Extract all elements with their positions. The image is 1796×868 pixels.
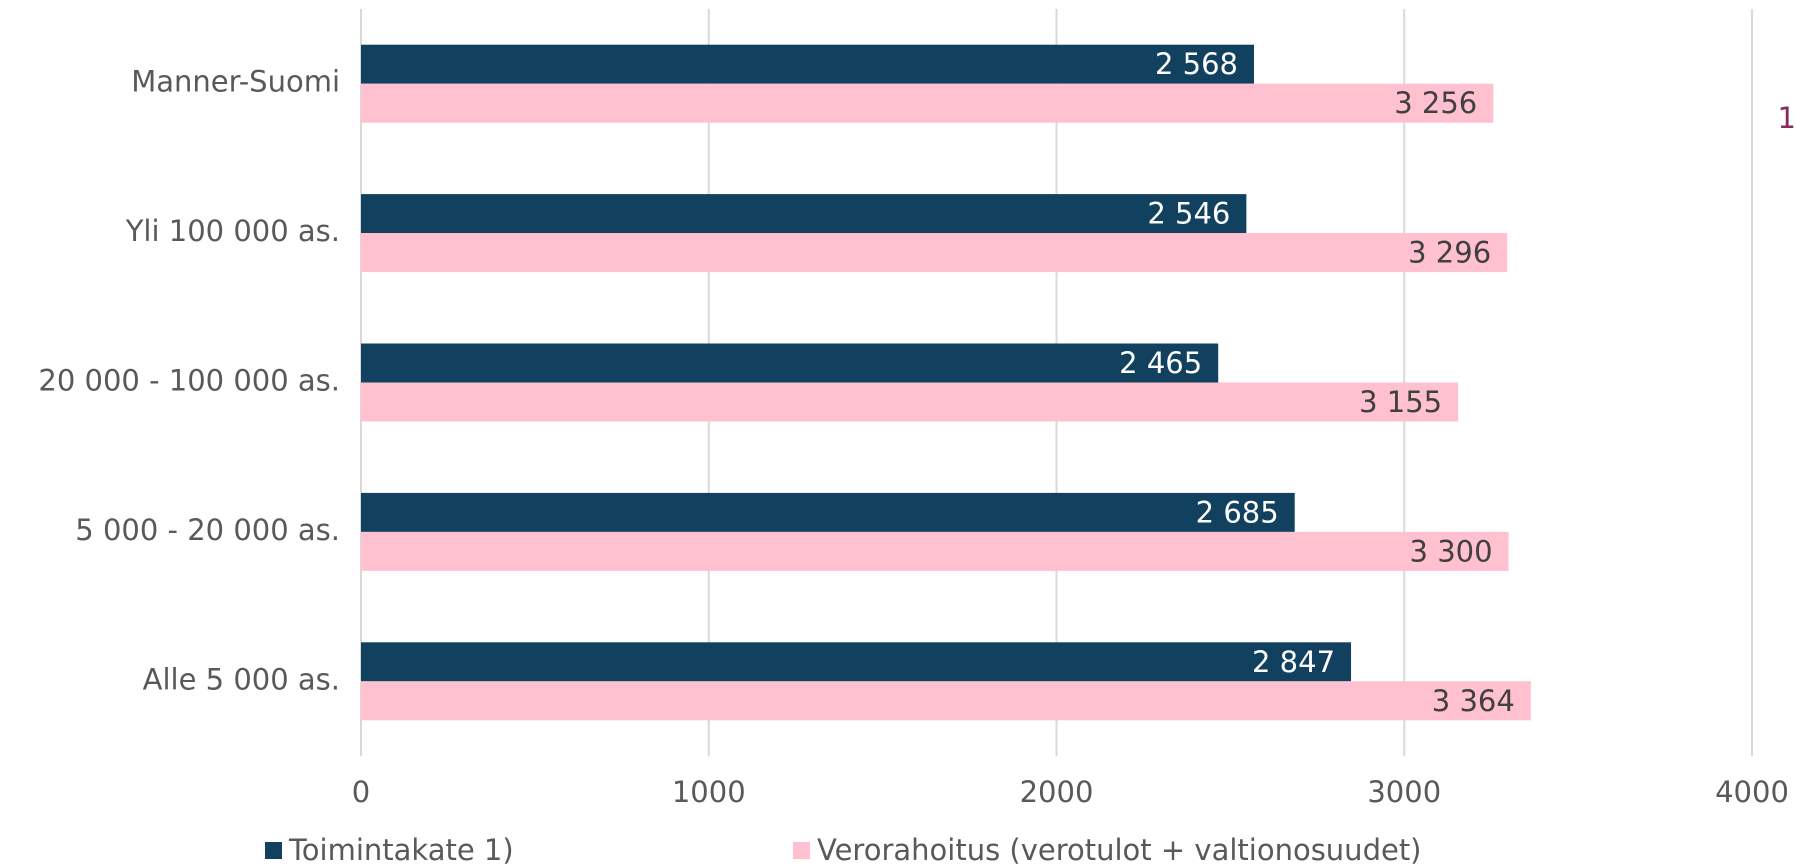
value-label: 3 296 — [1408, 236, 1491, 270]
y-tick-label: Alle 5 000 as. — [143, 662, 340, 696]
bar — [361, 642, 1352, 682]
value-label: 3 300 — [1410, 534, 1493, 568]
legend-swatch — [793, 842, 810, 859]
y-tick-label: Manner-Suomi — [131, 65, 340, 99]
value-label: 2 685 — [1196, 495, 1279, 529]
y-tick-label: 5 000 - 20 000 as. — [75, 513, 340, 547]
bar — [361, 233, 1508, 273]
bar — [361, 382, 1459, 422]
bar — [361, 531, 1509, 571]
y-tick-label: Yli 100 000 as. — [125, 214, 340, 248]
value-label: 3 155 — [1359, 385, 1442, 419]
annotation: 1 — [1778, 101, 1796, 135]
x-tick-label: 4000 — [1715, 775, 1789, 809]
bar — [361, 343, 1219, 383]
value-label: 3 256 — [1394, 86, 1477, 120]
x-tick-label: 3000 — [1367, 775, 1441, 809]
value-label: 2 847 — [1252, 645, 1335, 679]
legend-label: Toimintakate 1) — [288, 833, 514, 867]
x-tick-label: 2000 — [1020, 775, 1094, 809]
y-tick-label: 20 000 - 100 000 as. — [38, 364, 340, 398]
x-tick-label: 0 — [352, 775, 370, 809]
x-tick-label: 1000 — [672, 775, 746, 809]
value-label: 2 546 — [1147, 197, 1230, 231]
value-label: 2 465 — [1119, 346, 1202, 380]
bar — [361, 492, 1295, 532]
value-label: 3 364 — [1432, 684, 1515, 718]
bar — [361, 681, 1531, 721]
value-label: 2 568 — [1155, 47, 1238, 81]
bar — [361, 44, 1255, 84]
bar — [361, 194, 1247, 234]
legend-swatch — [265, 842, 282, 859]
bar — [361, 83, 1494, 123]
legend-label: Verorahoitus (verotulot + valtionosuudet… — [817, 833, 1422, 867]
